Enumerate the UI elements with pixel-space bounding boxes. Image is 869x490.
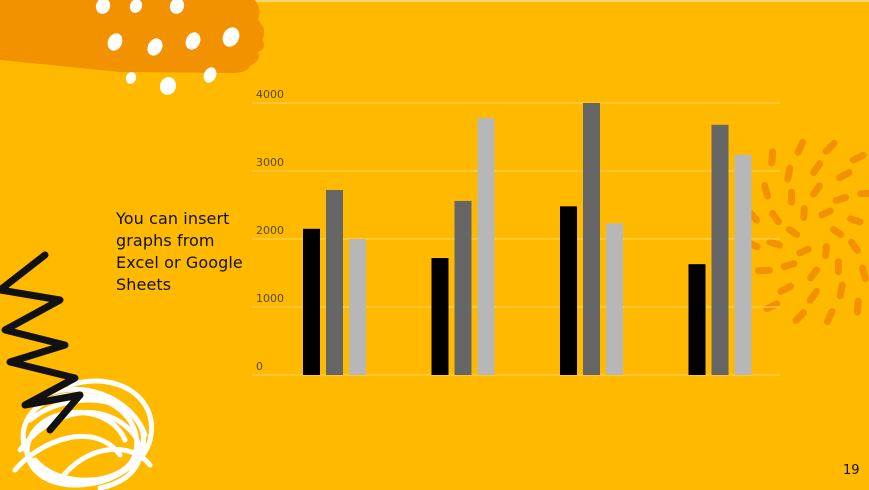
decor-dash: [768, 148, 777, 167]
body-text-line: graphs from: [116, 231, 215, 250]
bar: [560, 206, 577, 375]
decor-dash: [822, 243, 830, 259]
decor-dash: [763, 300, 781, 313]
body-text-line: You can insert: [116, 209, 230, 228]
bar: [734, 154, 752, 375]
bar: [431, 258, 449, 375]
decor-dash: [784, 164, 794, 183]
decor-dash: [853, 297, 862, 316]
decor-dash: [823, 308, 836, 326]
decor-dash: [810, 182, 823, 198]
decor-dash: [857, 189, 869, 198]
decor-dash: [822, 139, 838, 155]
decor-dash: [807, 266, 820, 282]
bar: [606, 223, 623, 375]
decor-dash: [829, 226, 845, 238]
decor-dash: [780, 260, 798, 271]
body-text-line: Excel or Google: [116, 253, 243, 272]
y-tick-label: 4000: [256, 88, 284, 101]
decor-dash: [754, 266, 773, 275]
bar: [688, 264, 706, 375]
y-tick-label: 2000: [256, 224, 284, 237]
decor-dash: [859, 264, 869, 282]
decor-dash: [832, 193, 850, 204]
decor-dash: [796, 245, 812, 257]
bar: [326, 190, 343, 375]
bar-chart: 0 1000 2000 3000 4000: [252, 88, 780, 376]
decor-dash: [810, 160, 824, 176]
decor-dash: [766, 238, 783, 249]
body-text-line: Sheets: [116, 275, 172, 294]
decor-dash: [777, 282, 794, 295]
decor-dash: [847, 215, 864, 226]
decor-dash: [848, 238, 861, 254]
decor-dash: [785, 226, 801, 238]
decor-dash: [836, 281, 846, 300]
y-tick-label: 1000: [256, 292, 284, 305]
bar: [583, 103, 600, 375]
top-border: [0, 0, 869, 2]
decor-dash: [800, 205, 808, 221]
decor-dash: [806, 288, 820, 304]
decor-dash: [769, 210, 782, 226]
bar: [454, 200, 472, 375]
y-tick-label: 3000: [256, 156, 284, 169]
decor-dash: [818, 207, 834, 219]
decor-dash: [761, 182, 771, 200]
bar: [349, 239, 366, 375]
page-number: 19: [843, 463, 860, 478]
bar: [303, 228, 320, 375]
decor-dash: [792, 309, 808, 325]
y-tick-label: 0: [256, 360, 263, 373]
body-text: You can insert graphs from Excel or Goog…: [116, 208, 266, 296]
bar: [477, 117, 495, 376]
bar: [711, 124, 729, 375]
decor-dash: [836, 169, 853, 182]
decor-dash: [849, 151, 867, 164]
decor-dash: [794, 138, 807, 156]
